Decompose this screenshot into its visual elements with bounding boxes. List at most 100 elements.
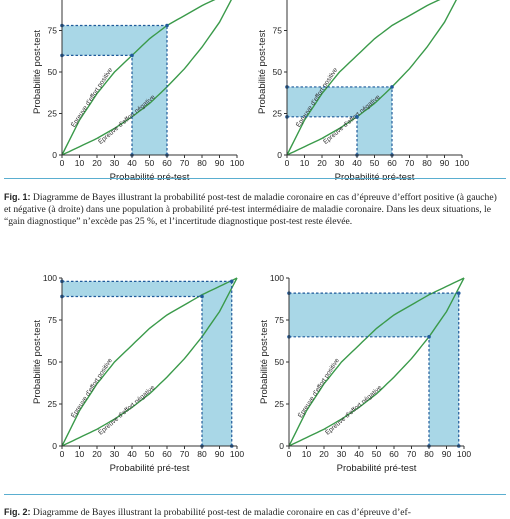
y-tick-label: 0 xyxy=(52,150,57,160)
series-label-positive: Épreuve d’effort positive xyxy=(295,356,341,420)
series-line-positive xyxy=(288,277,465,447)
x-tick-label: 70 xyxy=(180,158,190,168)
x-tick-label: 10 xyxy=(300,158,310,168)
y-tick-label: 50 xyxy=(48,67,58,77)
series-line-positive xyxy=(61,277,238,447)
y-tick-label: 50 xyxy=(273,67,283,77)
pretest-band xyxy=(202,281,232,446)
x-tick-label: 30 xyxy=(337,449,347,459)
x-tick-label: 0 xyxy=(285,158,290,168)
x-tick-label: 80 xyxy=(422,158,432,168)
x-tick-label: 90 xyxy=(440,158,450,168)
x-tick-label: 100 xyxy=(457,449,471,459)
x-axis-title: Probabilité pré-test xyxy=(110,172,190,180)
x-tick-label: 10 xyxy=(302,449,312,459)
x-tick-label: 60 xyxy=(389,449,399,459)
series-line-negative xyxy=(61,0,232,156)
x-tick-label: 50 xyxy=(372,449,382,459)
series-label-negative: Épreuve d’effort négative xyxy=(96,382,157,436)
figure-2-separator xyxy=(4,494,506,495)
y-tick-label: 50 xyxy=(275,357,285,367)
y-tick-label: 0 xyxy=(277,150,282,160)
series-label-positive: Épreuve d’effort positive xyxy=(68,65,114,128)
y-tick-label: 25 xyxy=(48,399,58,409)
y-tick-label: 25 xyxy=(273,109,283,119)
y-tick-label: 75 xyxy=(48,26,58,36)
x-tick-label: 70 xyxy=(407,449,417,459)
x-tick-label: 10 xyxy=(75,158,85,168)
series-label-positive: Épreuve d’effort positive xyxy=(68,356,114,420)
x-tick-label: 90 xyxy=(442,449,452,459)
x-tick-label: 0 xyxy=(60,158,65,168)
x-tick-label: 0 xyxy=(60,449,65,459)
x-tick-label: 60 xyxy=(162,158,172,168)
pretest-band xyxy=(357,86,392,155)
x-tick-label: 80 xyxy=(197,449,207,459)
x-axis-title: Probabilité pré-test xyxy=(335,172,415,180)
x-tick-label: 40 xyxy=(352,158,362,168)
x-tick-label: 80 xyxy=(197,158,207,168)
intersection-marker xyxy=(229,279,234,284)
posttest-band xyxy=(289,293,429,337)
x-tick-label: 60 xyxy=(387,158,397,168)
x-tick-label: 20 xyxy=(319,449,329,459)
y-tick-label: 0 xyxy=(279,441,284,451)
y-axis-title: Probabilité post-test xyxy=(32,320,43,404)
y-tick-label: 75 xyxy=(273,26,283,36)
y-axis-title: Probabilité post-test xyxy=(32,30,43,114)
y-tick-label: 25 xyxy=(275,399,285,409)
x-tick-label: 20 xyxy=(92,158,102,168)
x-tick-label: 70 xyxy=(180,449,190,459)
figure-2-caption: Fig. 2: Diagramme de Bayes illustrant la… xyxy=(4,506,506,519)
x-tick-label: 40 xyxy=(127,158,137,168)
x-tick-label: 60 xyxy=(162,449,172,459)
intersection-marker xyxy=(130,53,134,58)
series-line-negative xyxy=(61,277,238,447)
y-axis-title: Probabilité post-test xyxy=(257,30,268,114)
x-tick-label: 100 xyxy=(230,449,244,459)
x-tick-label: 90 xyxy=(215,158,225,168)
pretest-band xyxy=(132,25,167,155)
y-tick-label: 0 xyxy=(52,441,57,451)
figure-1-caption-text: Diagramme de Bayes illustrant la probabi… xyxy=(4,192,497,227)
y-axis-title: Probabilité post-test xyxy=(259,320,270,404)
figure-2-caption-text: Diagramme de Bayes illustrant la probabi… xyxy=(32,507,411,518)
x-axis-title: Probabilité pré-test xyxy=(110,463,190,474)
posttest-band xyxy=(287,86,357,117)
x-tick-label: 30 xyxy=(110,449,120,459)
x-axis-title: Probabilité pré-test xyxy=(337,463,417,474)
x-tick-label: 70 xyxy=(405,158,415,168)
x-tick-label: 30 xyxy=(110,158,120,168)
figure-2-label: Fig. 2: xyxy=(4,507,31,517)
intersection-marker xyxy=(456,291,461,295)
posttest-band xyxy=(62,281,202,297)
figure-1-separator xyxy=(4,178,506,179)
intersection-marker xyxy=(390,85,394,89)
posttest-band xyxy=(62,25,132,56)
pretest-band xyxy=(429,293,459,446)
intersection-marker xyxy=(355,115,359,119)
series-line-negative xyxy=(286,0,457,156)
intersection-marker xyxy=(165,23,169,28)
y-tick-label: 75 xyxy=(275,315,285,325)
intersection-marker xyxy=(200,294,204,299)
y-tick-label: 100 xyxy=(43,273,57,283)
figure-1-label: Fig. 1: xyxy=(4,192,31,202)
series-label-negative: Épreuve d’effort négative xyxy=(323,382,384,436)
x-tick-label: 50 xyxy=(370,158,380,168)
series-line-negative xyxy=(288,277,465,447)
y-tick-label: 75 xyxy=(48,315,58,325)
x-tick-label: 50 xyxy=(145,449,155,459)
x-tick-label: 40 xyxy=(354,449,364,459)
series-line-positive xyxy=(286,0,441,156)
series-line-positive xyxy=(61,0,216,156)
intersection-marker xyxy=(427,335,431,339)
y-tick-label: 50 xyxy=(48,357,58,367)
x-tick-label: 80 xyxy=(424,449,434,459)
